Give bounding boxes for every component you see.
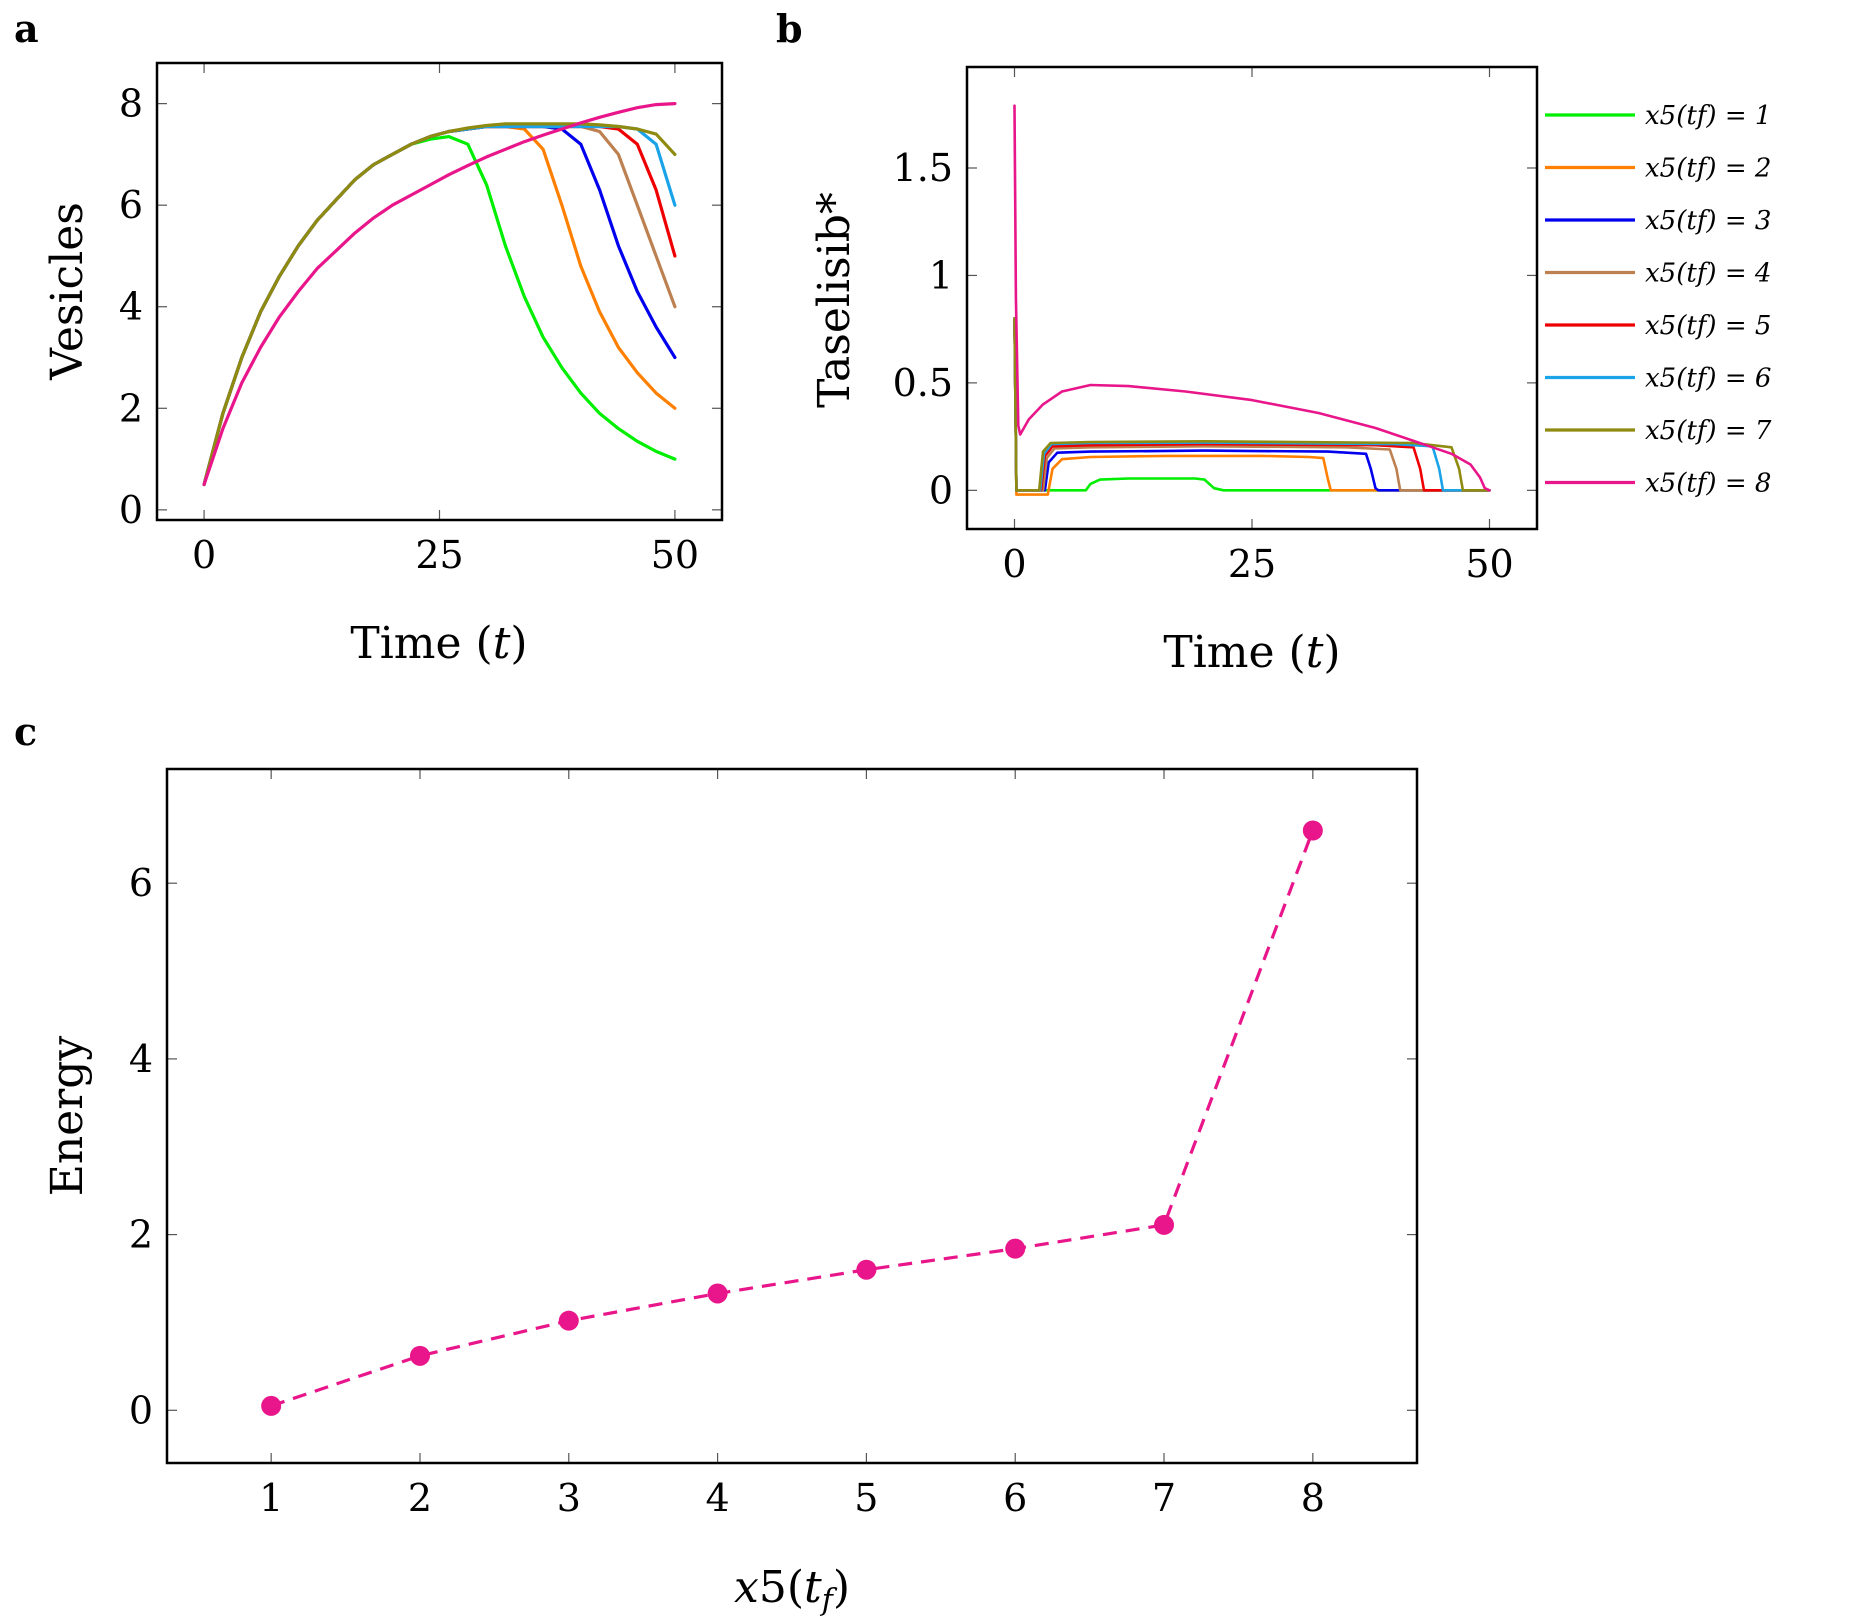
y-tick-label: 6 [129, 861, 153, 905]
panel-label-b: b [776, 6, 803, 51]
data-point [707, 1283, 728, 1304]
y-tick-label: 6 [119, 183, 143, 227]
x-tick-label: 0 [192, 533, 216, 577]
y-tick-label: 4 [129, 1037, 153, 1081]
series-line-7 [1013, 317, 1491, 492]
legend-label-6: x5(tf) = 6 [1645, 364, 1771, 394]
x-tick-label: 8 [1301, 1476, 1325, 1520]
y-tick-label: 4 [119, 285, 143, 329]
data-point [1005, 1238, 1026, 1259]
panel-b-ylabel: Taselisib* [809, 192, 860, 408]
panel-c-xlabel: x5(tf) [734, 1562, 850, 1618]
x-tick-label: 25 [1228, 542, 1276, 586]
panel-a-ylabel: Vesicles [42, 202, 93, 381]
legend-label-1: x5(tf) = 1 [1645, 101, 1771, 131]
panel-a-chart: 0 25 50 0 2 4 6 8 Time (t) Vesicles [42, 61, 724, 669]
panel-b-legend: x5(tf) = 1 x5(tf) = 2 x5(tf) = 3 x5(tf) = 4… [1545, 101, 1772, 499]
y-tick-label: 2 [119, 386, 143, 430]
data-point [261, 1395, 282, 1416]
series-line-8 [202, 102, 677, 487]
x-tick-label: 1 [259, 1476, 283, 1520]
panel-c-series [261, 820, 1323, 1416]
x-tick-label: 25 [415, 533, 463, 577]
x-tick-label: 5 [854, 1476, 878, 1520]
x-tick-label: 6 [1003, 1476, 1027, 1520]
y-tick-label: 0 [129, 1388, 153, 1432]
x-tick-label: 7 [1152, 1476, 1176, 1520]
y-tick-label: 0 [929, 468, 953, 512]
x-tick-label: 2 [408, 1476, 432, 1520]
x-tick-label: 0 [1002, 542, 1026, 586]
y-tick-label: 1.5 [893, 146, 953, 190]
data-point [409, 1345, 430, 1366]
panel-a-frame [155, 61, 724, 522]
data-point [558, 1310, 579, 1331]
panel-a-series [202, 102, 677, 487]
legend-label-5: x5(tf) = 5 [1645, 311, 1771, 341]
data-point [856, 1259, 877, 1280]
panel-b-frame [965, 65, 1539, 531]
series-line-8 [1013, 104, 1491, 492]
panel-a-ticks [157, 63, 722, 520]
panel-label-c: c [14, 709, 37, 754]
data-point [1154, 1214, 1175, 1235]
series-dashed-line [270, 829, 1315, 1408]
y-tick-label: 0 [119, 488, 143, 532]
panel-c-frame [165, 767, 1419, 1465]
series-line-3 [1013, 317, 1491, 492]
x-tick-label: 50 [1465, 542, 1513, 586]
x-tick-label: 4 [706, 1476, 730, 1520]
panel-c-tick-labels: 1 2 3 4 5 6 7 8 0 2 4 6 [129, 861, 1325, 1520]
series-line-2 [1013, 317, 1491, 496]
legend-label-3: x5(tf) = 3 [1645, 206, 1771, 236]
panel-c-chart: 1 2 3 4 5 6 7 8 0 2 4 6 x5(tf) Energy [42, 767, 1419, 1618]
series-line-1 [1013, 317, 1491, 492]
legend-label-4: x5(tf) = 4 [1645, 259, 1771, 289]
x-tick-label: 3 [557, 1476, 581, 1520]
y-tick-label: 0.5 [893, 361, 953, 405]
panel-c-ylabel: Energy [42, 1036, 93, 1197]
panel-b-chart: 0 25 50 0 0.5 1 1.5 Time (t) Taselisib* x5(tf)… [809, 65, 1772, 678]
series-line-1 [202, 135, 677, 487]
panel-a-xlabel: Time (t) [350, 618, 527, 669]
series-line-5 [1013, 317, 1491, 492]
data-point [1302, 820, 1323, 841]
series-line-7 [202, 122, 677, 487]
y-tick-label: 2 [129, 1213, 153, 1257]
legend-label-8: x5(tf) = 8 [1645, 469, 1771, 499]
legend-label-7: x5(tf) = 7 [1645, 416, 1772, 446]
panel-b-tick-labels: 0 25 50 0 0.5 1 1.5 [893, 146, 1514, 586]
panel-b-xlabel: Time (t) [1163, 627, 1340, 678]
panel-b-series [1013, 104, 1491, 496]
panel-label-a: a [14, 6, 39, 51]
panel-b-ticks [967, 67, 1537, 529]
x-tick-label: 50 [651, 533, 699, 577]
panel-c-ticks [167, 769, 1417, 1463]
panel-a-tick-labels: 0 25 50 0 2 4 6 8 [119, 82, 699, 577]
y-tick-label: 1 [929, 253, 953, 297]
legend-label-2: x5(tf) = 2 [1645, 154, 1771, 184]
y-tick-label: 8 [119, 82, 143, 126]
